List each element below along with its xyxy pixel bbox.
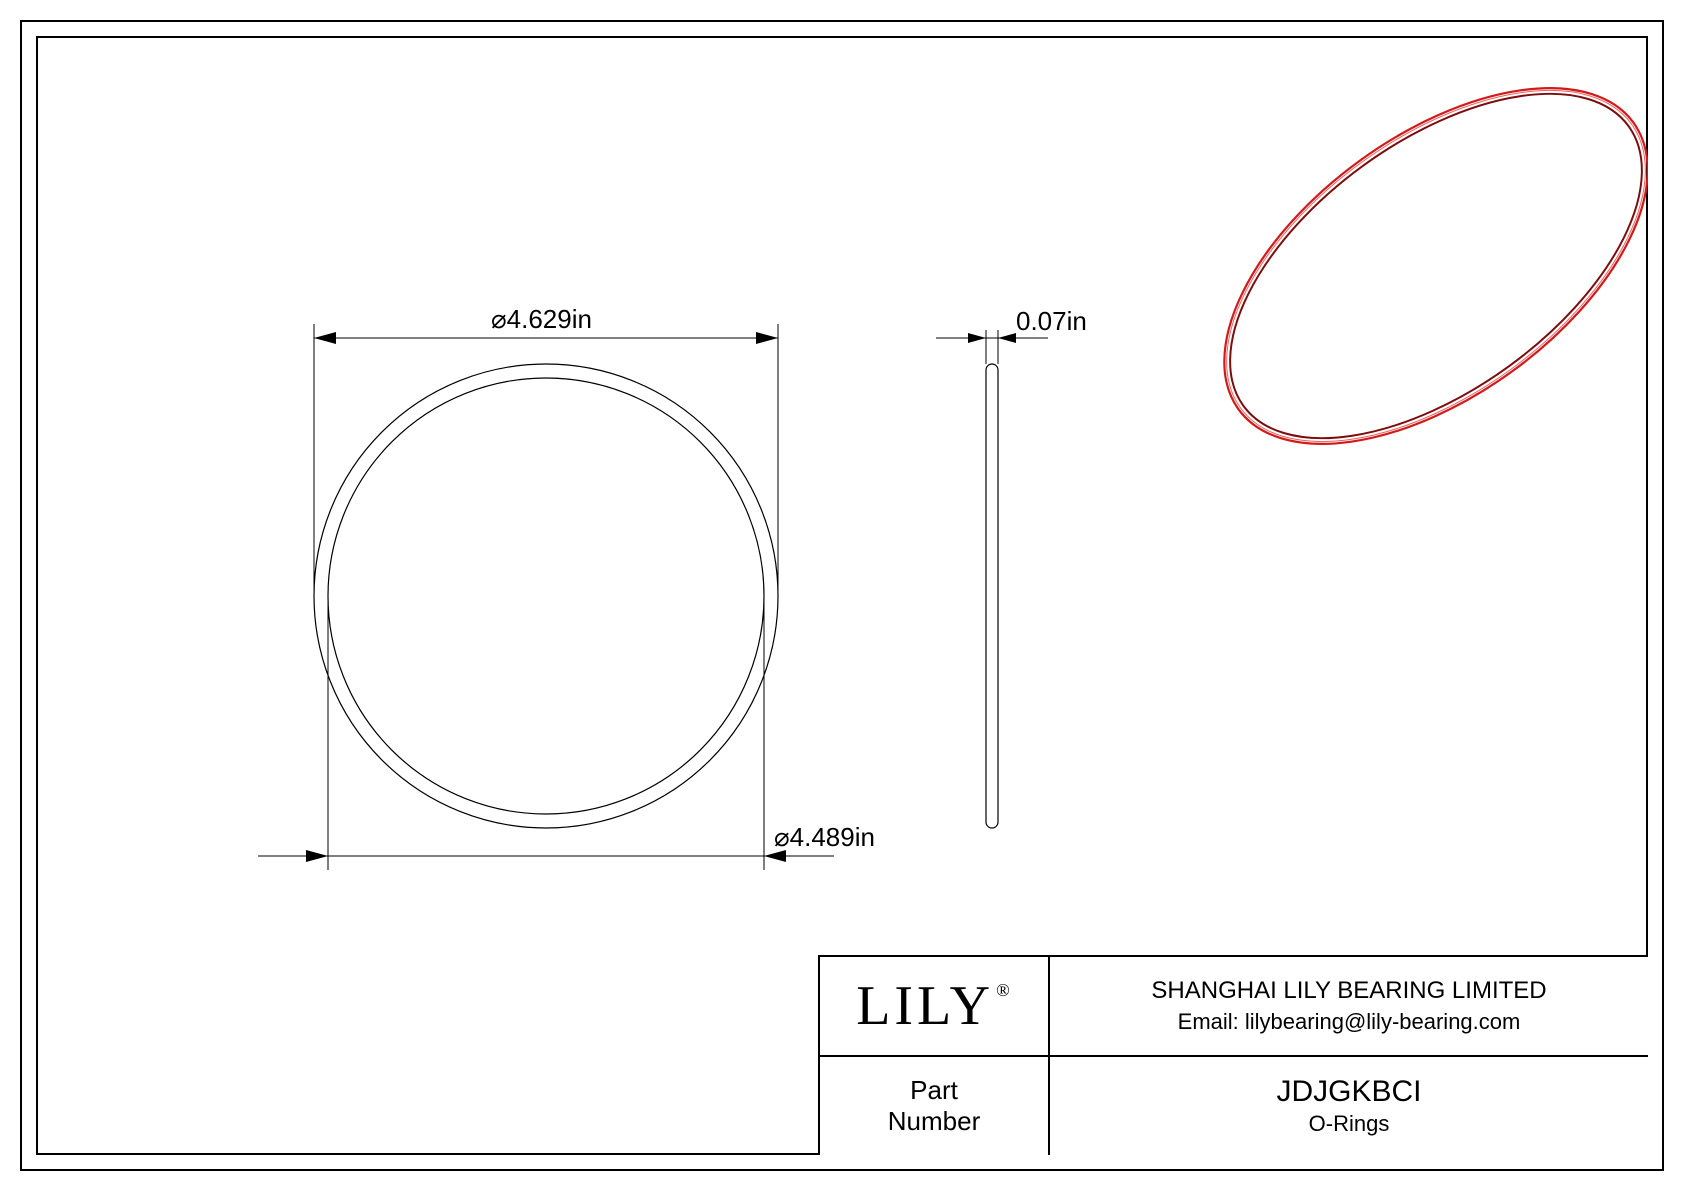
inner-diameter-label: ⌀4.489in [774,822,875,853]
title-block: LILY® SHANGHAI LILY BEARING LIMITED Emai… [818,955,1648,1155]
logo-cell: LILY® [820,957,1050,1055]
registered-icon: ® [996,980,1014,1000]
cross-section-value: 0.07in [1016,306,1087,336]
cross-section-label: 0.07in [1016,306,1087,337]
part-number-label-line1: Part [910,1075,958,1106]
title-block-row-part: Part Number JDJGKBCI O-Rings [820,1057,1648,1155]
part-number-label-cell: Part Number [820,1057,1050,1155]
company-name: SHANGHAI LILY BEARING LIMITED [1151,977,1546,1005]
part-description: O-Rings [1309,1111,1390,1137]
outer-diameter-value: 4.629in [507,304,592,334]
logo-text: LILY® [856,974,1012,1038]
diameter-symbol: ⌀ [491,304,507,334]
part-number-value-cell: JDJGKBCI O-Rings [1050,1057,1648,1155]
inner-diameter-value: 4.489in [790,822,875,852]
logo-word: LILY [856,975,994,1037]
title-block-row-company: LILY® SHANGHAI LILY BEARING LIMITED Emai… [820,957,1648,1057]
part-number: JDJGKBCI [1276,1075,1421,1109]
company-info-cell: SHANGHAI LILY BEARING LIMITED Email: lil… [1050,957,1648,1055]
part-number-label-line2: Number [888,1106,980,1137]
drawing-area: ⌀4.629in ⌀4.489in 0.07in LILY® SHANGHAI … [36,36,1648,1155]
outer-diameter-label: ⌀4.629in [491,304,592,335]
company-email: Email: lilybearing@lily-bearing.com [1178,1009,1521,1035]
diameter-symbol: ⌀ [774,822,790,852]
